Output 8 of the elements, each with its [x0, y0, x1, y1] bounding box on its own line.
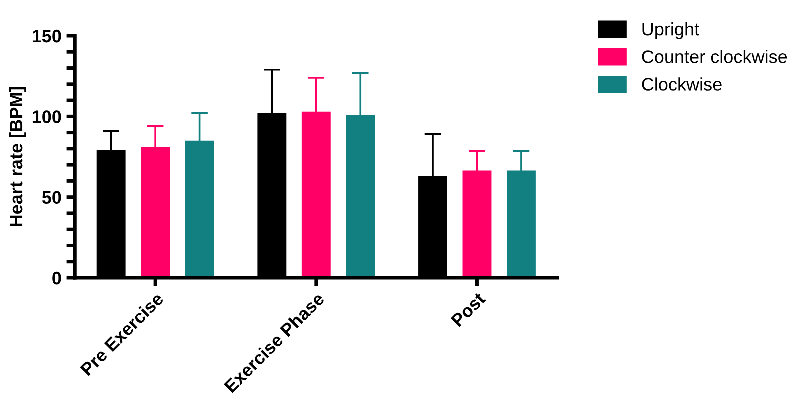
y-axis-title: Heart rate [BPM] [9, 87, 26, 227]
y-tick-label: 150 [32, 30, 62, 43]
legend-label: Clockwise [642, 78, 722, 91]
y-tick-label: 0 [52, 272, 62, 285]
legend-label: Upright [642, 22, 700, 40]
legend-label: Counter clockwise [642, 50, 788, 64]
y-tick-label: 50 [42, 191, 62, 204]
y-tick-label: 100 [32, 110, 62, 124]
